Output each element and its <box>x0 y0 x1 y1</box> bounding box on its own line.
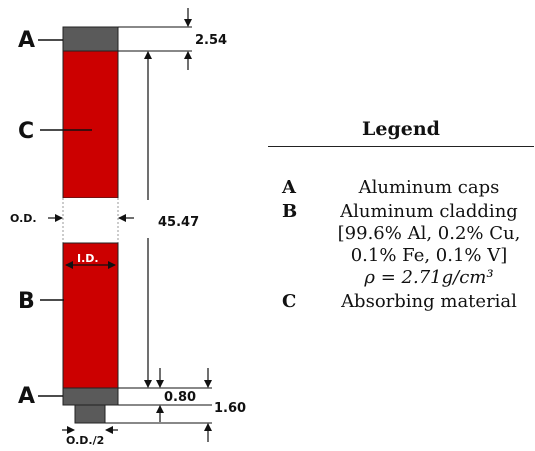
legend-line: [99.6% Al, 0.2% Cu, <box>337 223 521 244</box>
absorber-upper <box>62 50 119 199</box>
label-a-top: A <box>18 28 35 53</box>
legend-entries: A Aluminum caps B Aluminum cladding [99.… <box>268 177 534 313</box>
od-label: O.D. <box>10 212 37 225</box>
legend-desc-b: Aluminum cladding [99.6% Al, 0.2% Cu, 0.… <box>324 201 534 289</box>
id-label: I.D. <box>77 252 99 265</box>
label-a-bottom: A <box>18 384 35 409</box>
label-b: B <box>18 289 35 314</box>
legend-line: Absorbing material <box>341 291 517 312</box>
dim-bottom-gap: 0.80 <box>164 390 196 405</box>
legend-desc-a: Aluminum caps <box>324 177 534 199</box>
legend-line: Aluminum caps <box>358 177 500 198</box>
legend-key-b: B <box>282 201 298 222</box>
legend-key-c: C <box>282 291 297 312</box>
legend-entry-a: A Aluminum caps <box>268 177 534 199</box>
dim-absorber-length: 45.47 <box>158 215 199 230</box>
legend-key-a: A <box>282 177 296 198</box>
top-cap <box>62 26 119 52</box>
legend-entry-c: C Absorbing material <box>268 291 534 313</box>
legend: Legend A Aluminum caps B Aluminum claddi… <box>268 118 534 313</box>
legend-title: Legend <box>268 118 534 147</box>
dim-stub-length: 1.60 <box>214 401 246 416</box>
legend-line: ρ = 2.71g/cm³ <box>364 267 494 288</box>
dim-cap-thickness: 2.54 <box>195 33 227 48</box>
bottom-stub <box>74 404 106 424</box>
legend-entry-b: B Aluminum cladding [99.6% Al, 0.2% Cu, … <box>268 201 534 289</box>
od2-label: O.D./2 <box>66 434 104 446</box>
label-c: C <box>18 119 34 144</box>
od-gap-section <box>63 198 118 243</box>
legend-desc-c: Absorbing material <box>324 291 534 313</box>
legend-line: Aluminum cladding <box>340 201 518 222</box>
legend-line: 0.1% Fe, 0.1% V] <box>350 245 508 266</box>
bottom-cap <box>62 387 119 406</box>
